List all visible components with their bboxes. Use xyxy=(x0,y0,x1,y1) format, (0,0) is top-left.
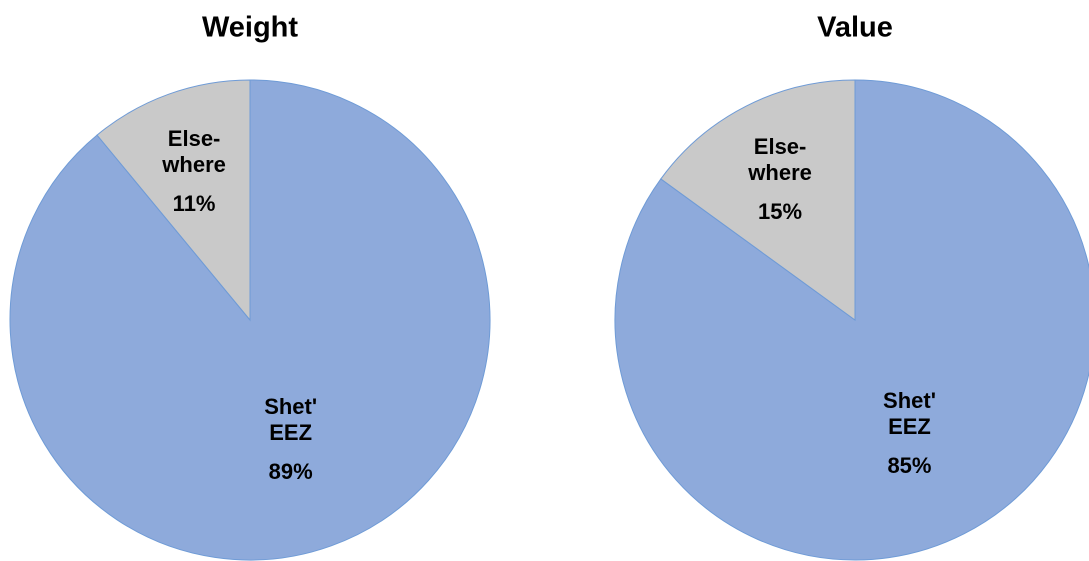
slice-value-label: 89% xyxy=(268,458,313,484)
slice-label: Else- where xyxy=(162,125,226,177)
chart-title: Value xyxy=(817,11,893,44)
chart-title: Weight xyxy=(201,11,299,44)
slice-value-label: 15% xyxy=(758,198,803,224)
slice-label: Shet' EEZ xyxy=(264,393,318,445)
pie-slice xyxy=(614,79,1089,561)
slice-label: Shet' EEZ xyxy=(883,387,936,439)
slice-value-label: 85% xyxy=(887,452,932,478)
slice-label: Else- where xyxy=(748,133,812,185)
pie-slice xyxy=(96,79,251,322)
pie-slice xyxy=(660,79,856,321)
slice-value-label: 11% xyxy=(172,190,216,216)
